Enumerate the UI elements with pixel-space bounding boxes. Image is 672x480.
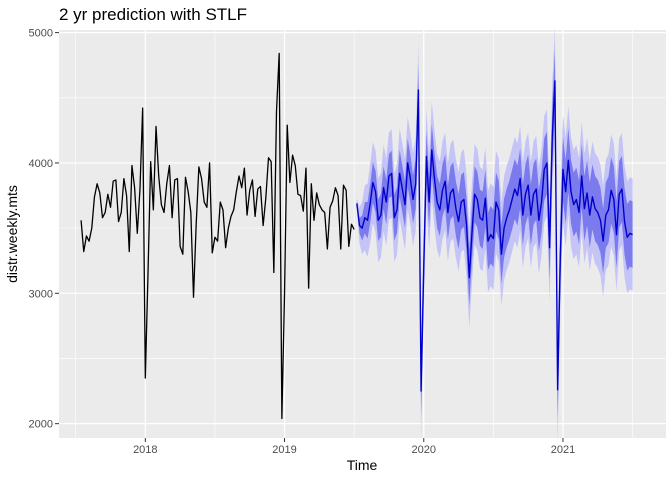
y-tick-label: 5000	[29, 28, 53, 40]
y-axis-title: distr.weekly.mts	[4, 185, 20, 283]
axes: 2018 2019 2020 2021 2000 3000 4000 5000	[29, 28, 576, 456]
x-tick-label: 2019	[272, 444, 296, 456]
series-lines	[80, 52, 633, 420]
y-tick-label: 3000	[29, 288, 53, 300]
observed-series-line	[80, 52, 355, 420]
x-tick-label: 2020	[412, 444, 436, 456]
x-tick-label: 2018	[133, 444, 157, 456]
forecast-series-line	[356, 80, 633, 392]
y-tick-label: 2000	[29, 419, 53, 431]
x-axis-title: Time	[347, 457, 378, 473]
x-tick-label: 2021	[551, 444, 575, 456]
band-80	[356, 49, 633, 422]
y-tick-label: 4000	[29, 158, 53, 170]
prediction-intervals	[356, 26, 633, 444]
chart-title: 2 yr prediction with STLF	[59, 5, 247, 24]
